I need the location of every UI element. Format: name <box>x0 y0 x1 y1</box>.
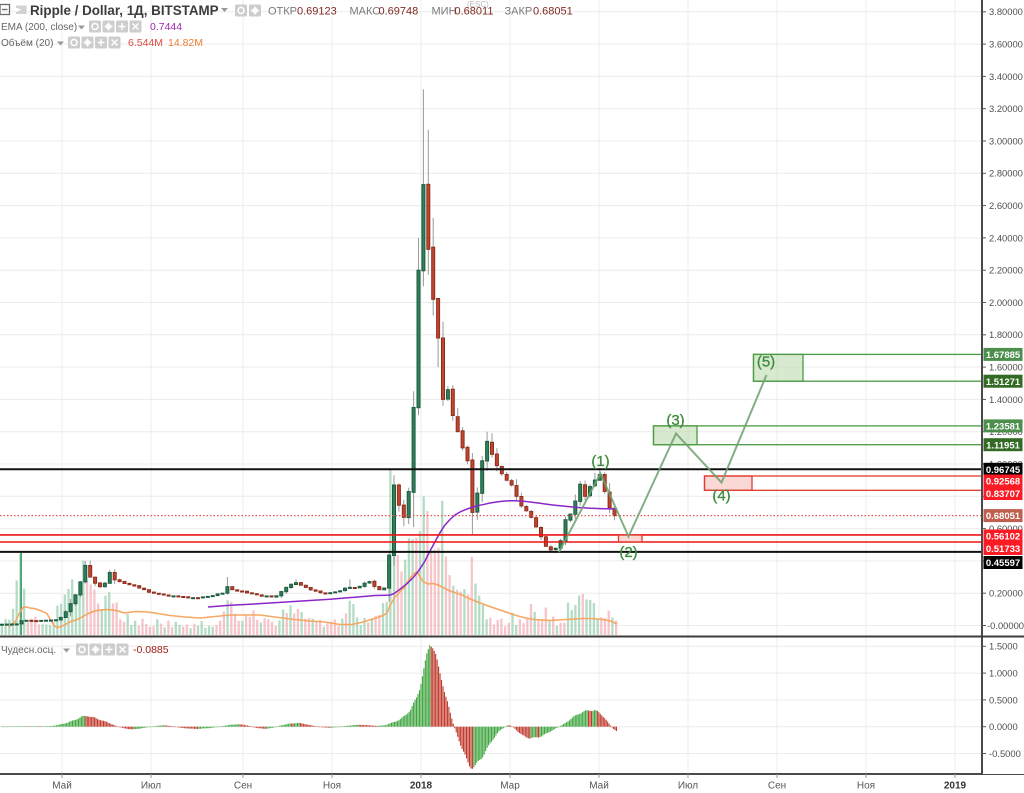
svg-text:1.60000: 1.60000 <box>989 362 1023 373</box>
svg-text:Мар: Мар <box>500 781 520 792</box>
svg-text:1.40000: 1.40000 <box>989 394 1023 405</box>
svg-text:0.45597: 0.45597 <box>986 558 1020 569</box>
svg-text:МИН: МИН <box>432 6 457 18</box>
svg-text:1.0000: 1.0000 <box>989 668 1018 679</box>
svg-text:-0.5000: -0.5000 <box>989 748 1021 759</box>
svg-text:3.40000: 3.40000 <box>989 71 1023 82</box>
svg-text:(5): (5) <box>757 354 775 371</box>
svg-text:ЗАКР: ЗАКР <box>505 6 533 18</box>
svg-text:0.96745: 0.96745 <box>986 465 1021 476</box>
svg-text:0.83707: 0.83707 <box>986 489 1020 500</box>
svg-text:2.00000: 2.00000 <box>989 297 1023 308</box>
svg-text:0.5000: 0.5000 <box>989 694 1018 705</box>
svg-text:0.60000: 0.60000 <box>989 523 1023 534</box>
svg-text:(4): (4) <box>712 488 730 505</box>
svg-text:Июл: Июл <box>141 781 161 792</box>
svg-text:ОТКР: ОТКР <box>268 6 297 18</box>
svg-text:(ESC): (ESC) <box>467 0 489 9</box>
svg-text:Июл: Июл <box>678 781 698 792</box>
svg-text:2.20000: 2.20000 <box>989 265 1023 276</box>
svg-text:-0.0885: -0.0885 <box>133 644 169 656</box>
svg-text:-0.00000: -0.00000 <box>987 620 1024 631</box>
svg-text:1.23581: 1.23581 <box>986 422 1021 433</box>
svg-text:Сен: Сен <box>234 781 252 792</box>
svg-text:(2): (2) <box>619 544 637 561</box>
svg-text:3.60000: 3.60000 <box>989 39 1023 50</box>
svg-text:2.80000: 2.80000 <box>989 168 1023 179</box>
svg-text:(1): (1) <box>591 453 609 470</box>
svg-text:3.80000: 3.80000 <box>989 6 1023 17</box>
svg-text:1.80000: 1.80000 <box>989 329 1023 340</box>
svg-text:0.0000: 0.0000 <box>989 721 1018 732</box>
svg-text:3.00000: 3.00000 <box>989 135 1023 146</box>
svg-text:1.5000: 1.5000 <box>989 641 1018 652</box>
svg-text:0.68051: 0.68051 <box>533 6 573 18</box>
svg-text:0.69123: 0.69123 <box>297 6 337 18</box>
svg-text:0.92568: 0.92568 <box>986 477 1020 488</box>
svg-text:1.67885: 1.67885 <box>986 350 1021 361</box>
svg-text:Объём (20): Объём (20) <box>1 37 53 49</box>
svg-text:Май: Май <box>589 781 609 792</box>
svg-text:0.69748: 0.69748 <box>379 6 419 18</box>
svg-text:14.82M: 14.82M <box>168 37 203 49</box>
svg-text:(3): (3) <box>666 412 684 429</box>
svg-text:0.20000: 0.20000 <box>989 588 1023 599</box>
svg-text:6.544M: 6.544M <box>128 37 163 49</box>
svg-text:Ripple / Dollar, 1Д, BITSTAMP: Ripple / Dollar, 1Д, BITSTAMP <box>30 3 219 18</box>
svg-text:Сен: Сен <box>768 781 786 792</box>
svg-text:0.68051: 0.68051 <box>986 511 1021 522</box>
svg-text:1.51271: 1.51271 <box>986 377 1021 388</box>
svg-text:Май: Май <box>52 781 72 792</box>
svg-text:0.56102: 0.56102 <box>986 532 1020 543</box>
svg-text:2.60000: 2.60000 <box>989 200 1023 211</box>
svg-text:2.40000: 2.40000 <box>989 232 1023 243</box>
svg-text:Чудесн.осц.: Чудесн.осц. <box>1 645 56 656</box>
svg-text:МАКС: МАКС <box>350 6 381 18</box>
svg-text:Ноя: Ноя <box>323 781 341 792</box>
svg-text:Ноя: Ноя <box>857 781 875 792</box>
svg-text:0.51733: 0.51733 <box>986 544 1020 555</box>
svg-text:2019: 2019 <box>944 781 967 792</box>
svg-text:EMA (200, close): EMA (200, close) <box>1 22 77 33</box>
svg-text:0.68011: 0.68011 <box>455 6 494 18</box>
svg-text:2018: 2018 <box>410 781 433 792</box>
svg-text:3.20000: 3.20000 <box>989 103 1023 114</box>
svg-text:1.11951: 1.11951 <box>986 440 1021 451</box>
svg-text:0.7444: 0.7444 <box>150 21 182 33</box>
